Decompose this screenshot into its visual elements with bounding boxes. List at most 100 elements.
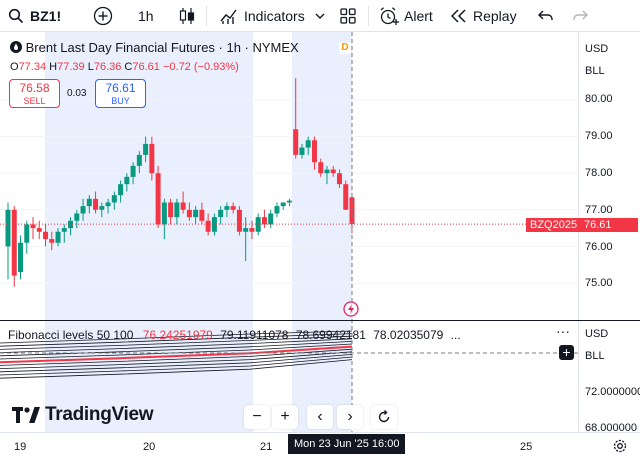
candle-body (343, 184, 349, 210)
sell-price: 76.58 (19, 81, 50, 95)
sell-button[interactable]: 76.58 SELL (9, 79, 60, 108)
candle-body (230, 206, 236, 210)
scroll-right-button[interactable]: › (337, 405, 363, 429)
delayed-data-badge[interactable]: D (339, 42, 351, 54)
high-key: H (49, 61, 58, 73)
pane-separator[interactable] (0, 320, 640, 321)
event-flash-icon[interactable] (343, 301, 359, 317)
indicators-button[interactable]: Indicators (220, 0, 305, 32)
sell-label: SELL (23, 96, 46, 106)
candle-body (36, 228, 42, 232)
candle-body (174, 202, 180, 218)
scale-currency[interactable]: USD (585, 43, 609, 55)
indicators-dropdown[interactable] (314, 0, 326, 32)
candle-body (61, 228, 67, 232)
indicator-scale-currency[interactable]: USD (585, 328, 609, 340)
price-scale[interactable]: USD BLL 80.00 79.00 78.00 77.00 76.00 75… (578, 32, 640, 434)
candle-body (199, 209, 205, 221)
open-value: 77.34 (18, 61, 47, 73)
fib-level-line (0, 359, 353, 379)
candle-body (18, 242, 24, 273)
replay-button[interactable]: Replay (451, 0, 517, 32)
pane-more-button[interactable]: ··· (556, 323, 570, 339)
top-toolbar: BZ1! 1h Indicators Alert Replay (0, 0, 640, 32)
layouts-button[interactable] (340, 0, 356, 32)
candle-body (180, 202, 186, 210)
scale-unit[interactable]: BLL (585, 65, 605, 77)
undo-button[interactable] (538, 0, 554, 32)
indicator-scale-unit[interactable]: BLL (585, 350, 605, 362)
buy-label: BUY (111, 96, 130, 106)
candle-body (130, 165, 136, 177)
candle-body (305, 140, 311, 148)
chevron-down-icon (315, 13, 325, 19)
compare-symbol-button[interactable] (93, 0, 113, 32)
candle-body (211, 217, 217, 232)
interval-button[interactable]: 1h (138, 0, 154, 32)
fib-level-line (0, 341, 353, 357)
replay-label: Replay (473, 8, 517, 24)
candle-body (324, 169, 330, 174)
price-tick: 78.00 (585, 167, 613, 179)
session-highlight (292, 32, 352, 432)
symbol-tag: BZQ2025 (526, 218, 582, 232)
price-tick: 79.00 (585, 130, 613, 142)
redo-icon (573, 10, 588, 20)
candle-body (86, 198, 92, 207)
symbol-search-button[interactable]: BZ1! (8, 0, 61, 32)
logo-text: TradingView (45, 404, 154, 425)
low-key: L (87, 61, 94, 73)
indicator-value: 78.69942181 (295, 328, 366, 342)
candle-body (24, 224, 30, 243)
candle-body (243, 228, 249, 232)
grid-icon (340, 8, 356, 24)
time-label: 20 (143, 441, 156, 453)
fib-level-line (0, 354, 353, 373)
add-plus-button[interactable]: + (559, 345, 574, 360)
candle-body (5, 209, 11, 247)
open-key: O (10, 61, 19, 73)
indicator-value: 79.11911078 (220, 328, 289, 342)
chart-type-button[interactable] (178, 0, 196, 32)
change-value: −0.72 (−0.93%) (162, 61, 239, 73)
fib-level-line (0, 351, 353, 369)
candle-body (149, 143, 155, 174)
indicator-legend[interactable]: Fibonacci levels 50 100 76.24251979 79.1… (8, 328, 461, 342)
candle-body (286, 200, 292, 203)
candle-body (218, 209, 224, 218)
session-highlight (45, 32, 253, 432)
candle-body (93, 198, 99, 210)
candle-body (293, 129, 299, 155)
indicators-icon (220, 9, 237, 24)
undo-icon (538, 10, 553, 20)
chart-settings-button[interactable] (612, 438, 628, 459)
alert-label: Alert (404, 8, 433, 24)
candle-body (80, 206, 86, 214)
tradingview-logo[interactable]: TradingView (12, 404, 154, 426)
alert-button[interactable]: Alert (379, 0, 433, 32)
candle-body (205, 220, 211, 232)
alarm-clock-icon (380, 7, 399, 25)
symbol-legend[interactable]: Brent Last Day Financial Futures · 1h · … (10, 40, 299, 55)
candle-body (30, 224, 36, 229)
candle-body (155, 173, 161, 225)
crosshair-time-label: Mon 23 Jun '25 16:00 (288, 434, 406, 454)
time-label: 21 (260, 441, 273, 453)
candle-body (55, 231, 61, 243)
zoom-in-button[interactable]: + (272, 405, 298, 429)
indicator-tick: 72.0000000 (585, 386, 640, 398)
redo-button[interactable] (572, 0, 588, 32)
low-value: 76.36 (93, 61, 122, 73)
time-label: 25 (520, 441, 533, 453)
candle-body (168, 202, 174, 218)
indicator-name: Fibonacci levels 50 100 (8, 328, 134, 342)
buy-button[interactable]: 76.61 BUY (95, 79, 146, 108)
gear-icon (613, 439, 627, 453)
tradingview-logo-icon (12, 407, 40, 423)
scroll-left-button[interactable]: ‹ (307, 405, 333, 429)
indicator-value: 76.24251979 (142, 328, 213, 342)
price-chart[interactable] (0, 32, 578, 432)
reset-chart-button[interactable] (371, 405, 397, 429)
candle-body (224, 206, 230, 210)
zoom-out-button[interactable]: − (244, 405, 270, 429)
